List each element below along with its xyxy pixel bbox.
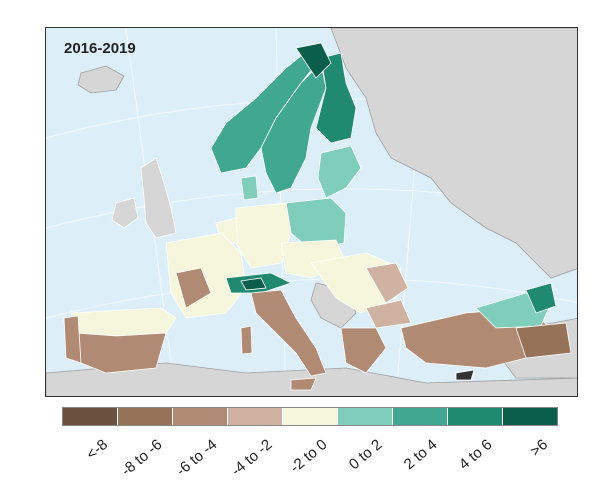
greece [340, 327, 387, 374]
lapland [295, 42, 332, 79]
iceland [77, 65, 125, 94]
russia-region [330, 28, 577, 279]
legend-swatch-2-to-0 [283, 408, 338, 425]
alps-core [240, 277, 267, 291]
turkey-southeast [515, 322, 572, 359]
legend-swatch-8-to-6 [118, 408, 173, 425]
scandinavia [210, 42, 357, 201]
legend-label: -8 to -6 [117, 436, 166, 480]
legend-label: 4 to 6 [456, 436, 496, 474]
legend-label: 0 to 2 [345, 436, 386, 474]
sardinia [240, 325, 253, 355]
legend-swatch-lt-8 [63, 408, 118, 425]
legend-label: 2 to 4 [400, 436, 441, 474]
legend-swatch-gt-6 [503, 408, 557, 425]
legend-label: <-8 [82, 436, 111, 464]
spain-south [75, 332, 167, 374]
italy [240, 289, 327, 391]
finland [315, 52, 357, 144]
great-britain [140, 157, 177, 239]
legend-label: -2 to 0 [286, 436, 331, 477]
romania-east [365, 262, 409, 304]
map-panel: 2016-2019 [45, 27, 578, 397]
british-isles [111, 157, 177, 239]
iberia [63, 307, 177, 374]
legend-bar [62, 407, 558, 426]
continental-europe [165, 197, 409, 319]
portugal [63, 315, 82, 364]
cyprus [455, 369, 475, 381]
legend-swatch-6-to-4 [173, 408, 228, 425]
france-south [175, 267, 212, 309]
germany [235, 202, 292, 269]
legend-swatch-4-to-2 [228, 408, 283, 425]
turkey-east-peak [525, 282, 557, 314]
legend-swatch-2-to-4 [393, 408, 448, 425]
southeast [340, 282, 572, 381]
legend-swatch-4-to-6 [448, 408, 503, 425]
map-title: 2016-2019 [64, 40, 136, 57]
sweden [260, 62, 327, 194]
legend-label: -4 to -2 [227, 436, 276, 480]
map-canvas [46, 28, 577, 396]
ireland [111, 197, 139, 229]
legend-swatch-0-to-2 [338, 408, 393, 425]
legend-label: >6 [527, 436, 552, 461]
bulgaria [365, 299, 412, 329]
spain-north [70, 307, 177, 337]
legend-label: -6 to -4 [172, 436, 221, 480]
baltics [317, 145, 362, 199]
sicily [290, 377, 317, 391]
denmark [240, 175, 259, 201]
